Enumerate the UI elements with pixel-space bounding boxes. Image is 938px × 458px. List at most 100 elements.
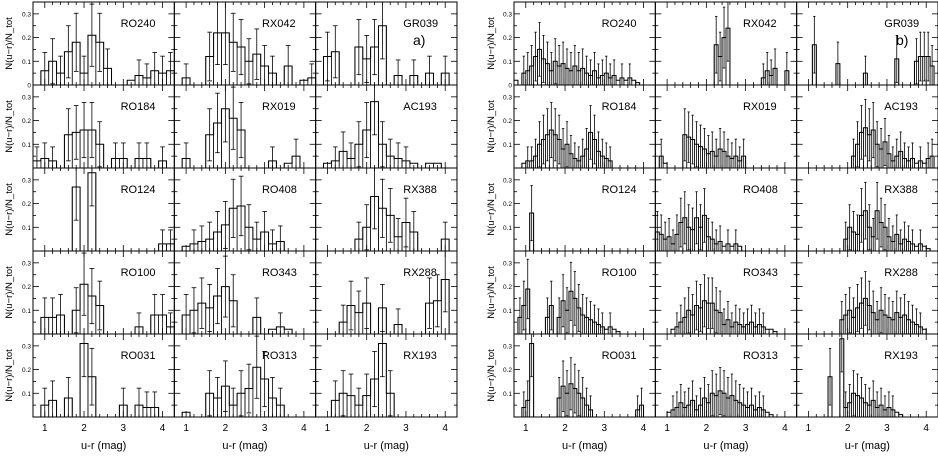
- y-tick-label: 0.1: [503, 308, 512, 315]
- y-tick-label: 0.3: [503, 260, 512, 267]
- y-axis-label: N(u−r)/N_tot: [486, 183, 497, 236]
- panel-name-label: AC193: [884, 101, 918, 113]
- panel-ro343: RO343: [654, 250, 798, 335]
- panel-rx288: RX288: [315, 250, 458, 335]
- panel-name-label: RO100: [121, 267, 156, 279]
- panel-ro313: RO313 1 2 3 4 u-r (mag): [654, 333, 798, 452]
- y-tick-label: 0.1: [22, 142, 31, 149]
- x-tick-label: 4: [301, 423, 307, 434]
- panel-gr039: GR039: [796, 1, 938, 86]
- panel-name-label: RO031: [602, 350, 637, 362]
- y-tick-label: 0.3: [22, 177, 31, 184]
- y-tick-label: 0.3: [503, 94, 512, 101]
- panel-name-label: RO313: [262, 350, 297, 362]
- panel-name-label: RO408: [262, 184, 297, 196]
- x-tick-label: 2: [223, 423, 229, 434]
- y-tick-label: 0.2: [503, 201, 512, 208]
- y-tick-label: 0.3: [22, 260, 31, 267]
- panel-name-label: RO240: [602, 18, 637, 30]
- panel-rx193: RX193 1 2 3 4 u-r (mag): [315, 333, 458, 452]
- y-tick-label: 0.1: [503, 225, 512, 232]
- y-axis-label: N(u−r)/N_tot: [486, 349, 497, 402]
- x-tick-label: 1: [325, 423, 331, 434]
- x-tick-label: 1: [664, 423, 670, 434]
- panel-ro184: RO184 0.1 0.2 0.3 N(u−r)/N_tot: [486, 84, 656, 169]
- y-tick-label: 0.1: [503, 391, 512, 398]
- x-tick-label: 2: [81, 423, 87, 434]
- panel-ro343: RO343: [173, 250, 317, 335]
- y-tick-label: 0.2: [22, 118, 31, 125]
- y-tick-label: 0.2: [22, 284, 31, 291]
- x-axis-label: u-r (mag): [845, 440, 890, 452]
- panel-ro408: RO408: [173, 167, 317, 252]
- panel-rx042: RX042: [173, 1, 317, 86]
- panel-ro313: RO313 1 2 3 4 u-r (mag): [173, 333, 317, 452]
- panel-name-label: RO184: [121, 101, 156, 113]
- y-tick-label: 0.3: [22, 11, 31, 18]
- panel-rx193: RX193 1 2 3 4 u-r (mag): [796, 333, 938, 452]
- panel-ro240: RO240 0 0.1 0.2 0.3 N(u−r)/N_tot: [4, 1, 175, 90]
- x-tick-label: 2: [845, 423, 851, 434]
- x-tick-label: 3: [743, 423, 749, 434]
- y-tick-label: 0.2: [22, 367, 31, 374]
- panel-frame: [32, 167, 175, 252]
- panel-ro184: RO184 0.1 0.2 0.3 N(u−r)/N_tot: [4, 84, 175, 169]
- y-tick-label: 0.1: [22, 308, 31, 315]
- x-tick-label: 4: [782, 423, 788, 434]
- y-tick-label: 0.1: [22, 391, 31, 398]
- y-tick-label: 0.1: [22, 59, 31, 66]
- panel-rx388: RX388: [315, 167, 458, 252]
- panel-name-label: RX019: [743, 101, 777, 113]
- panel-gr039: GR039: [315, 1, 458, 86]
- y-axis-label: N(u−r)/N_tot: [486, 266, 497, 319]
- y-tick-label: 0.1: [503, 59, 512, 66]
- x-tick-label: 3: [602, 423, 608, 434]
- panel-name-label: AC193: [403, 101, 437, 113]
- panel-name-label: RX288: [884, 267, 918, 279]
- y-tick-label: 0.2: [22, 35, 31, 42]
- x-tick-label: 4: [923, 423, 929, 434]
- panel-letter-label: b): [896, 32, 908, 48]
- panel-ro031: RO031 0.1 0.2 0.3 N(u−r)/N_tot 1 2 3 4 u-r (mag): [486, 333, 656, 452]
- y-tick-label: 0.2: [503, 118, 512, 125]
- y-axis-label: N(u−r)/N_tot: [4, 17, 15, 70]
- x-axis-label: u-r (mag): [81, 440, 126, 452]
- x-tick-label: 4: [160, 423, 166, 434]
- y-tick-label: 0.3: [503, 343, 512, 350]
- histogram-line: [174, 286, 316, 335]
- x-tick-label: 1: [183, 423, 189, 434]
- panel-frame: [32, 333, 175, 418]
- panel-ro031: RO031 0.1 0.2 0.3 N(u−r)/N_tot 1 2 3 4 u-r (mag): [4, 333, 175, 452]
- panel-name-label: GR039: [403, 18, 438, 30]
- x-tick-label: 2: [562, 423, 568, 434]
- panel-name-label: RO100: [602, 267, 637, 279]
- panel-name-label: RO408: [743, 184, 778, 196]
- y-tick-label: 0: [27, 83, 31, 90]
- histogram-grid-b: RO240 0 0.1 0.2 0.3 N(u−r)/N_tot RX042 GR039 RO1…: [486, 1, 938, 452]
- x-tick-label: 1: [523, 423, 529, 434]
- x-tick-label: 3: [121, 423, 127, 434]
- panel-name-label: RO343: [262, 267, 297, 279]
- y-axis-label: N(u−r)/N_tot: [4, 100, 15, 153]
- y-tick-label: 0.2: [503, 367, 512, 374]
- y-tick-label: 0.3: [503, 11, 512, 18]
- panel-rx388: RX388: [796, 167, 938, 252]
- panel-ro408: RO408: [654, 167, 798, 252]
- histogram-grid-a: RO240 0 0.1 0.2 0.3 N(u−r)/N_tot RX042 GR039 RO1…: [4, 1, 458, 452]
- panel-rx019: RX019: [173, 84, 317, 169]
- x-axis-label: u-r (mag): [703, 440, 748, 452]
- panel-ac193: AC193: [796, 84, 938, 169]
- panel-name-label: RX288: [403, 267, 437, 279]
- x-axis-label: u-r (mag): [562, 440, 607, 452]
- panel-name-label: RX019: [262, 101, 296, 113]
- panel-frame: [173, 250, 317, 335]
- x-tick-label: 3: [262, 423, 268, 434]
- panel-name-label: RO240: [121, 18, 156, 30]
- y-tick-label: 0.3: [503, 177, 512, 184]
- panel-name-label: RX193: [403, 350, 437, 362]
- panel-frame: [513, 167, 656, 252]
- panel-rx019: RX019: [654, 84, 798, 169]
- panel-ro100: RO100 0.1 0.2 0.3 N(u−r)/N_tot: [486, 250, 656, 335]
- panel-name-label: RX388: [884, 184, 918, 196]
